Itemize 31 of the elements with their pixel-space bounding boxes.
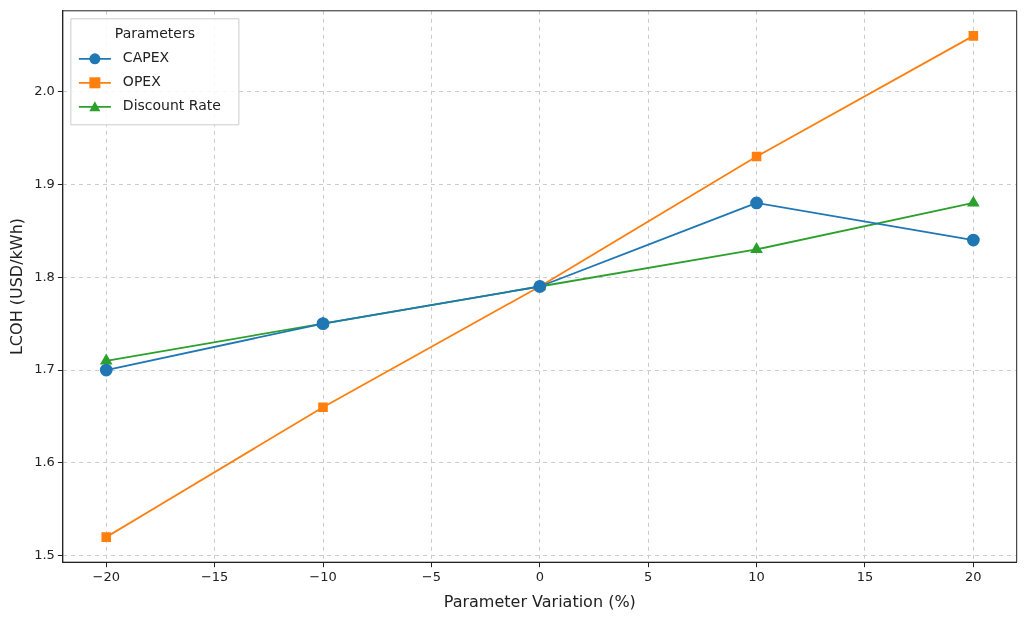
x-tick-label: 20 bbox=[965, 569, 982, 585]
y-tick-label: 1.9 bbox=[34, 175, 55, 191]
x-tick-label: −5 bbox=[421, 569, 441, 585]
legend-label: OPEX bbox=[122, 73, 162, 90]
x-tick-label: 10 bbox=[748, 569, 765, 585]
point bbox=[968, 31, 979, 41]
y-axis-title: LCOH (USD/kWh) bbox=[6, 217, 26, 356]
y-tick-label: 1.5 bbox=[34, 547, 55, 563]
point bbox=[99, 363, 113, 377]
y-tick-label: 1.6 bbox=[34, 454, 55, 470]
x-tick-label: −20 bbox=[92, 569, 120, 585]
x-tick-label: 5 bbox=[644, 569, 653, 585]
legend-label: Discount Rate bbox=[122, 97, 221, 114]
point bbox=[318, 402, 328, 412]
legend-label: CAPEX bbox=[122, 49, 170, 66]
x-axis-title: Parameter Variation (%) bbox=[443, 591, 636, 611]
x-tick-label: −15 bbox=[200, 569, 229, 585]
y-tick-label: 1.8 bbox=[34, 268, 55, 284]
point bbox=[751, 151, 762, 162]
point bbox=[100, 354, 112, 365]
legend-title: Parameters bbox=[114, 25, 195, 42]
x-tick-label: 0 bbox=[535, 569, 544, 585]
point bbox=[101, 532, 112, 542]
point bbox=[966, 233, 980, 247]
point bbox=[750, 242, 763, 254]
point bbox=[750, 196, 763, 210]
x-tick-label: 15 bbox=[856, 569, 874, 585]
x-tick-label: −10 bbox=[309, 569, 337, 585]
y-tick-label: 1.7 bbox=[34, 361, 55, 377]
point bbox=[967, 196, 980, 207]
y-tick-label: 2.0 bbox=[34, 82, 55, 98]
